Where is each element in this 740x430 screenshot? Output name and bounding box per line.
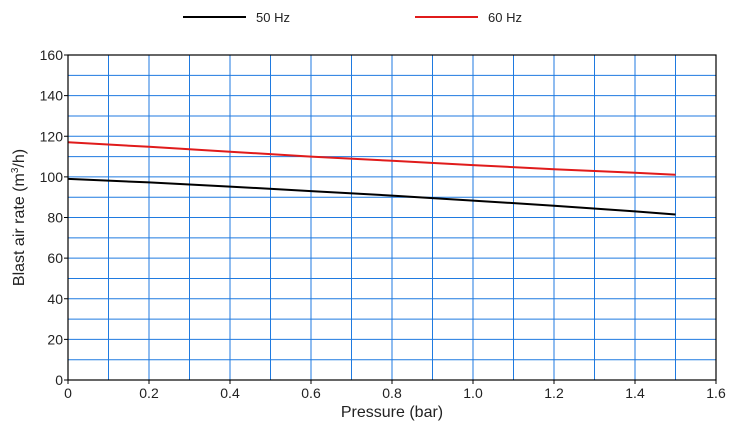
y-tick-label: 120 [40,128,64,144]
series-line-60-hz [67,141,676,176]
y-tick-label: 140 [40,88,64,104]
x-tick-label: 0.2 [139,385,159,401]
legend-label: 50 Hz [256,10,290,25]
x-tick-label: 0.8 [382,385,402,401]
x-tick-label: 0.6 [301,385,321,401]
y-tick-label: 160 [40,47,64,63]
y-axis-ticks: 0 20 40 60 80 100 120 140 160 [40,47,68,388]
x-axis-ticks: 0 0.2 0.4 0.6 0.8 1.0 1.2 1.4 1.6 [64,380,726,401]
x-tick-label: 1.2 [544,385,564,401]
grid [68,55,716,380]
y-axis-label-main: Blast air rate (m [11,173,28,286]
y-tick-label: 60 [47,250,63,266]
x-tick-label: 1.4 [625,385,645,401]
x-tick-label: 1.6 [706,385,726,401]
x-tick-label: 0 [64,385,72,401]
series-line-50-hz [67,177,676,216]
y-axis-label: Blast air rate (m3/h) [10,149,28,286]
legend: 50 Hz 60 Hz [183,10,522,25]
x-tick-label: 1.0 [463,385,483,401]
y-tick-label: 80 [47,210,63,226]
y-tick-label: 40 [47,291,63,307]
series-lines [67,141,676,216]
legend-label: 60 Hz [488,10,522,25]
x-axis-label: Pressure (bar) [341,404,443,421]
y-axis-label-tail: /h) [11,149,28,168]
y-tick-label: 20 [47,331,63,347]
x-tick-label: 0.4 [220,385,240,401]
y-axis-label-superscript: 3 [10,167,21,173]
y-tick-label: 0 [55,372,63,388]
y-tick-label: 100 [40,169,64,185]
